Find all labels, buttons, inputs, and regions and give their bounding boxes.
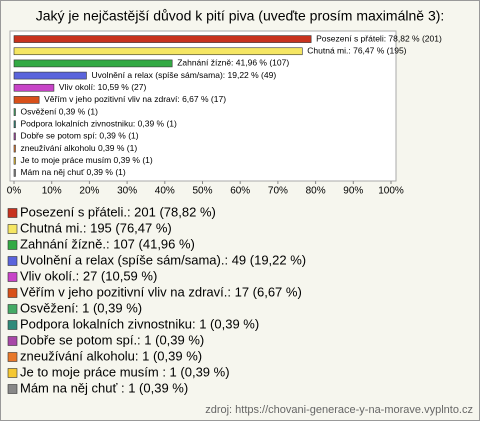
x-tick-label: 40% (155, 186, 175, 197)
bar (13, 96, 40, 104)
legend-swatch (7, 304, 18, 314)
legend-swatch (7, 352, 18, 362)
bar (13, 120, 16, 129)
data-label: Podpora lokalních zivnostniku: 0,39 % (1… (20, 119, 177, 129)
x-tick-label: 90% (343, 186, 363, 197)
x-tick-label: 0% (7, 186, 22, 197)
plot-area (9, 30, 397, 182)
bar (13, 83, 55, 92)
bar (13, 47, 303, 56)
data-label: Posezení s přáteli: 78,82 % (201) (316, 33, 442, 43)
data-label: Osvěžení 0,39 % (1) (20, 106, 98, 116)
data-label: Mám na něj chuť 0,39 % (1) (20, 167, 125, 177)
bar (13, 156, 16, 165)
legend-label: Dobře se potom spí.: 1 (0,39 %) (20, 332, 204, 347)
legend-swatch (7, 208, 18, 218)
data-label: Je to moje práce musím 0,39 % (1) (20, 155, 152, 165)
legend-swatch (7, 224, 18, 234)
legend-label: Věřím v jeho pozitivní vliv na zdraví.: … (20, 284, 302, 299)
bar (13, 35, 312, 43)
legend-swatch (7, 384, 18, 394)
data-label: zneužívání alkoholu 0,39 % (1) (20, 143, 137, 153)
data-label: Uvolnění a relax (spíše sám/sama): 19,22… (91, 70, 276, 80)
data-label: Věřím v jeho pozitivní vliv na zdraví: 6… (44, 94, 226, 104)
bar (13, 59, 173, 68)
x-tick-label: 70% (268, 186, 288, 197)
bar (13, 108, 16, 116)
bar (13, 132, 16, 141)
legend-label: Podpora lokalních zivnostniku: 1 (0,39 %… (20, 316, 259, 331)
legend-swatch (7, 288, 18, 298)
source: zdroj: https://chovani-generace-y-na-mor… (205, 404, 473, 416)
legend-label: Posezení s přáteli.: 201 (78,82 %) (20, 204, 216, 219)
legend-label: Je to moje práce musím : 1 (0,39 %) (20, 364, 230, 379)
x-tick-label: 100% (378, 186, 404, 197)
legend-swatch (7, 256, 18, 266)
x-tick-label: 20% (79, 186, 99, 197)
x-tick-label: 80% (306, 186, 326, 197)
legend-label: Osvěžení: 1 (0,39 %) (20, 300, 142, 315)
data-label: Chutná mi.: 76,47 % (195) (307, 46, 406, 56)
legend-swatch (7, 272, 18, 282)
x-tick-label: 50% (192, 186, 212, 197)
data-label: Zahnání žízně: 41,96 % (107) (177, 58, 289, 68)
legend-swatch (7, 368, 18, 378)
bar (13, 144, 16, 153)
x-tick-label: 30% (117, 186, 137, 197)
legend-swatch (7, 336, 18, 346)
legend-label: Uvolnění a relax (spíše sám/sama).: 49 (… (20, 252, 306, 267)
legend-label: Mám na něj chuť : 1 (0,39 %) (20, 380, 188, 395)
data-label: Vliv okolí: 10,59 % (27) (59, 82, 147, 92)
legend-label: Vliv okolí.: 27 (10,59 %) (20, 268, 157, 283)
x-tick-label: 10% (42, 186, 62, 197)
legend-swatch (7, 240, 18, 250)
legend-label: Chutná mi.: 195 (76,47 %) (20, 220, 172, 235)
bar (13, 71, 87, 80)
bar (13, 169, 16, 177)
x-tick-label: 60% (230, 186, 250, 197)
legend-swatch (7, 320, 18, 330)
legend-label: Zahnání žízně.: 107 (41,96 %) (20, 236, 195, 251)
data-label: Dobře se potom spí: 0,39 % (1) (20, 131, 138, 141)
legend-label: zneužívání alkoholu: 1 (0,39 %) (20, 348, 202, 363)
chart-title: Jaký je nejčastější důvod k pití piva (u… (36, 8, 445, 24)
